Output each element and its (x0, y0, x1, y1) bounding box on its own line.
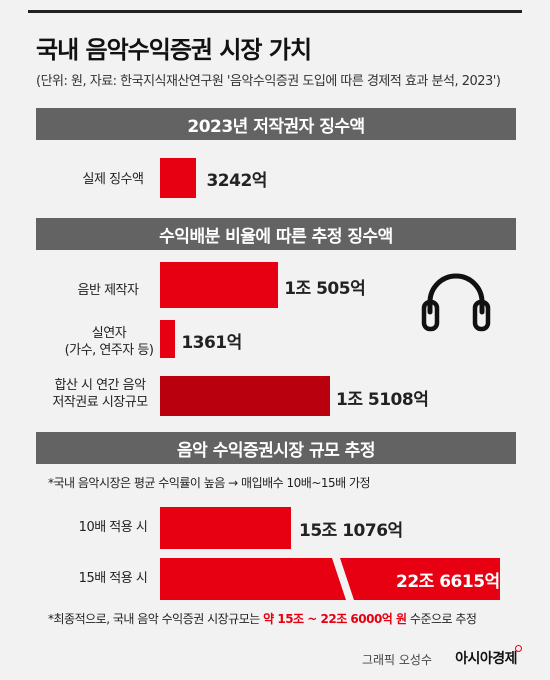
section-header-estimated: 수익배분 비율에 따른 추정 징수액 (36, 218, 516, 250)
value-label: 3242억 (206, 171, 267, 191)
category-label: 음반 제작자 (77, 283, 139, 298)
category-label-total: 합산 시 연간 음악 저작권료 시장규모 (40, 377, 160, 411)
value-label: 1361억 (181, 333, 242, 353)
bar-actual-collection (160, 158, 197, 198)
category-label: 실제 징수액 (82, 172, 144, 187)
section-header-market: 음악 수익증권시장 규모 추정 (36, 432, 516, 464)
final-note-suffix: 수준으로 추정 (409, 612, 477, 626)
category-label: 10배 적용 시 (78, 520, 148, 535)
bar-performer (160, 320, 176, 358)
axis-break-mark (332, 558, 354, 600)
final-note: *최종적으로, 국내 음악 수익증권 시장규모는 약 15조 ~ 22조 600… (48, 610, 477, 627)
chart-title: 국내 음악수익증권 시장 가치 (36, 36, 312, 64)
section-title: 2023년 저작권자 징수액 (187, 116, 365, 137)
final-note-highlight: 약 15조 ~ 22조 6000억 원 (263, 612, 407, 626)
value-label: 1조 505억 (284, 279, 366, 299)
category-label: 15배 적용 시 (78, 571, 148, 586)
top-rule (28, 10, 522, 13)
section-title: 수익배분 비율에 따른 추정 징수액 (159, 226, 393, 247)
headphones-icon (421, 273, 491, 332)
source-note: (단위: 원, 자료: 한국지식재산연구원 '음악수익증권 도입에 따른 경제적… (36, 74, 501, 89)
category-label-text: 합산 시 연간 음악 저작권료 시장규모 (52, 378, 148, 410)
brand-logo: 아시아경제 (455, 651, 517, 667)
bar-total-market (160, 376, 330, 416)
bar-record-producer (160, 262, 279, 308)
category-label-text: 실연자 (가수, 연주자 등) (64, 326, 154, 358)
section-title: 음악 수익증권시장 규모 추정 (177, 440, 375, 461)
bar-15x (160, 558, 500, 600)
value-label: 22조 6615억 (396, 572, 500, 592)
axis-break-mark (332, 507, 354, 549)
market-note: *국내 음악시장은 평균 수익률이 높음 → 매입배수 10배~15배 가정 (48, 476, 371, 490)
final-note-prefix: *최종적으로, 국내 음악 수익증권 시장규모는 (48, 612, 260, 626)
value-label: 1조 5108억 (336, 390, 429, 410)
brand-mark-icon (515, 645, 522, 652)
bar-10x (160, 507, 291, 549)
value-label: 15조 1076억 (299, 521, 403, 541)
category-label-performer: 실연자 (가수, 연주자 등) (58, 325, 160, 359)
graphic-credit: 그래픽 오성수 (361, 653, 432, 667)
section-header-collection: 2023년 저작권자 징수액 (36, 108, 516, 140)
